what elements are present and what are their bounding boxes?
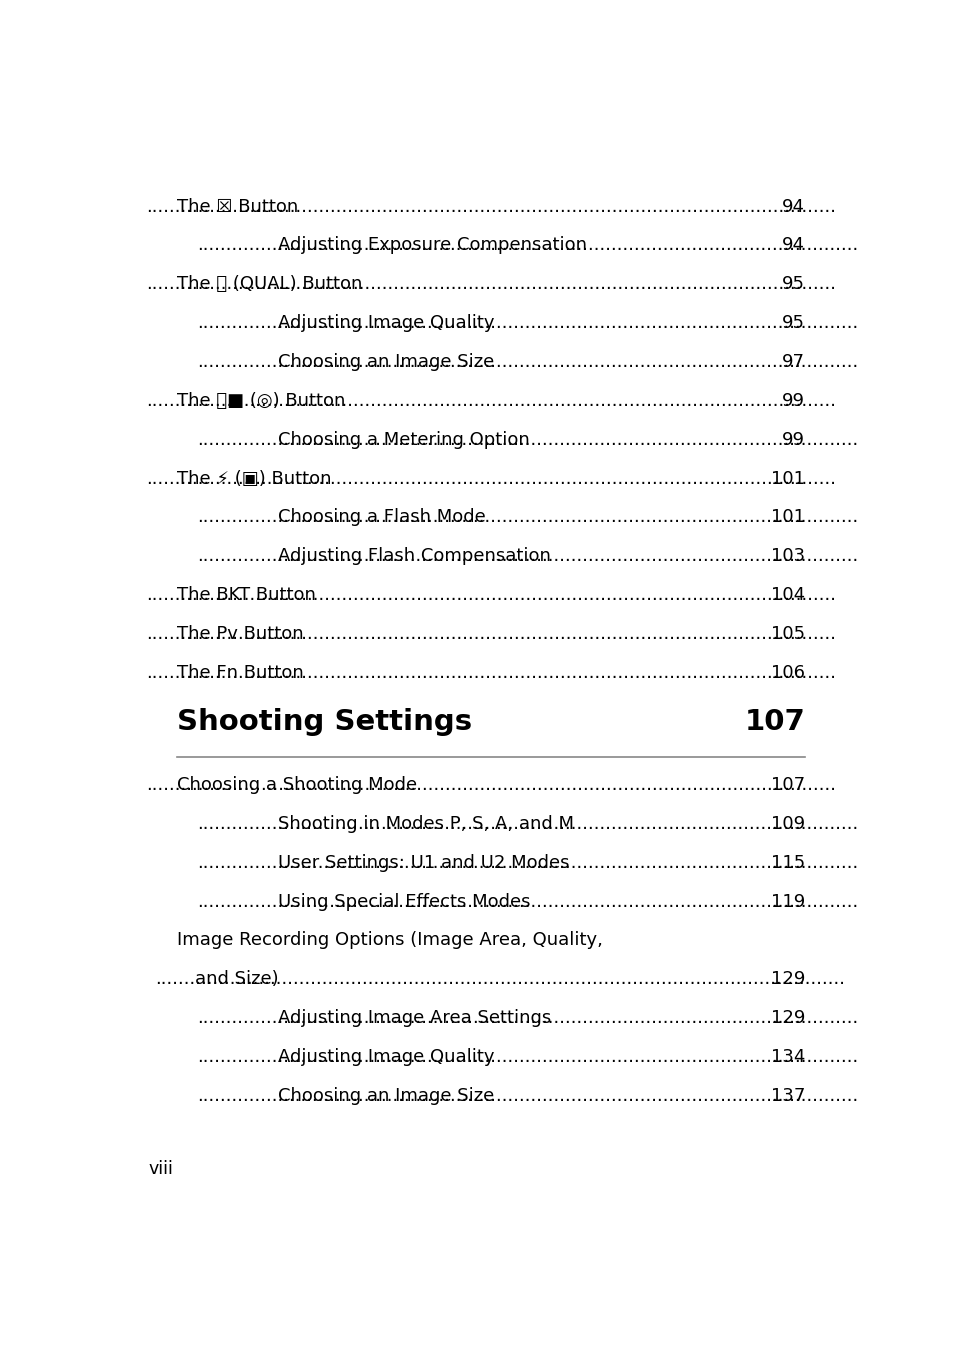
Text: 137: 137	[770, 1087, 804, 1104]
Text: Adjusting Image Quality: Adjusting Image Quality	[278, 1048, 495, 1067]
Text: ................................................................................: ........................................…	[196, 237, 886, 254]
Text: The BKT Button: The BKT Button	[176, 586, 315, 604]
Text: ................................................................................: ........................................…	[146, 663, 835, 682]
Text: The ⓖ (QUAL) Button: The ⓖ (QUAL) Button	[176, 276, 362, 293]
Text: User Settings: U1 and U2 Modes: User Settings: U1 and U2 Modes	[278, 854, 569, 872]
Text: ................................................................................: ........................................…	[196, 1048, 886, 1067]
Text: ................................................................................: ........................................…	[146, 776, 835, 794]
Text: 99: 99	[781, 391, 804, 410]
Text: ................................................................................: ........................................…	[196, 508, 886, 526]
Text: ................................................................................: ........................................…	[196, 854, 886, 872]
Text: ................................................................................: ........................................…	[146, 586, 835, 604]
Text: Shooting in Modes P, S, A, and M: Shooting in Modes P, S, A, and M	[278, 815, 574, 833]
Text: ................................................................................: ........................................…	[196, 315, 886, 332]
Text: 103: 103	[770, 547, 804, 565]
Text: Image Recording Options (Image Area, Quality,: Image Recording Options (Image Area, Qua…	[176, 931, 602, 950]
Text: 107: 107	[770, 776, 804, 794]
Text: 95: 95	[781, 276, 804, 293]
Text: 99: 99	[781, 430, 804, 449]
Text: The Fn Button: The Fn Button	[176, 663, 303, 682]
Text: 94: 94	[781, 198, 804, 215]
Text: ................................................................................: ........................................…	[196, 815, 886, 833]
Text: Choosing a Shooting Mode: Choosing a Shooting Mode	[176, 776, 416, 794]
Text: Using Special Effects Modes: Using Special Effects Modes	[278, 893, 530, 911]
Text: 95: 95	[781, 315, 804, 332]
Text: viii: viii	[149, 1161, 173, 1178]
Text: ................................................................................: ........................................…	[196, 430, 886, 449]
Text: 107: 107	[743, 707, 804, 736]
Text: Shooting Settings: Shooting Settings	[176, 707, 472, 736]
Text: 101: 101	[771, 469, 804, 487]
Text: ................................................................................: ........................................…	[146, 198, 835, 215]
Text: 94: 94	[781, 237, 804, 254]
Text: 104: 104	[770, 586, 804, 604]
Text: Adjusting Flash Compensation: Adjusting Flash Compensation	[278, 547, 551, 565]
Text: The ⓖ■ (◎) Button: The ⓖ■ (◎) Button	[176, 391, 345, 410]
Text: The ⚡ (▣) Button: The ⚡ (▣) Button	[176, 469, 331, 487]
Text: The ☒ Button: The ☒ Button	[176, 198, 298, 215]
Text: ................................................................................: ........................................…	[146, 276, 835, 293]
Text: ................................................................................: ........................................…	[196, 1009, 886, 1028]
Text: 119: 119	[770, 893, 804, 911]
Text: 109: 109	[770, 815, 804, 833]
Text: 105: 105	[770, 625, 804, 643]
Text: Choosing an Image Size: Choosing an Image Size	[278, 352, 494, 371]
Text: 134: 134	[770, 1048, 804, 1067]
Text: Adjusting Exposure Compensation: Adjusting Exposure Compensation	[278, 237, 587, 254]
Text: ................................................................................: ........................................…	[196, 1087, 886, 1104]
Text: 97: 97	[781, 352, 804, 371]
Text: ................................................................................: ........................................…	[146, 625, 835, 643]
Text: The Pv Button: The Pv Button	[176, 625, 303, 643]
Text: 115: 115	[770, 854, 804, 872]
Text: ................................................................................: ........................................…	[196, 893, 886, 911]
Text: 129: 129	[770, 970, 804, 989]
Text: Choosing a Metering Option: Choosing a Metering Option	[278, 430, 530, 449]
Text: ................................................................................: ........................................…	[146, 469, 835, 487]
Text: and Size): and Size)	[195, 970, 278, 989]
Text: ................................................................................: ........................................…	[155, 970, 844, 989]
Text: Choosing a Flash Mode: Choosing a Flash Mode	[278, 508, 485, 526]
Text: ................................................................................: ........................................…	[146, 391, 835, 410]
Text: Adjusting Image Quality: Adjusting Image Quality	[278, 315, 495, 332]
Text: 101: 101	[771, 508, 804, 526]
Text: 129: 129	[770, 1009, 804, 1028]
Text: 106: 106	[771, 663, 804, 682]
Text: ................................................................................: ........................................…	[196, 547, 886, 565]
Text: Choosing an Image Size: Choosing an Image Size	[278, 1087, 494, 1104]
Text: Adjusting Image Area Settings: Adjusting Image Area Settings	[278, 1009, 551, 1028]
Text: ................................................................................: ........................................…	[196, 352, 886, 371]
